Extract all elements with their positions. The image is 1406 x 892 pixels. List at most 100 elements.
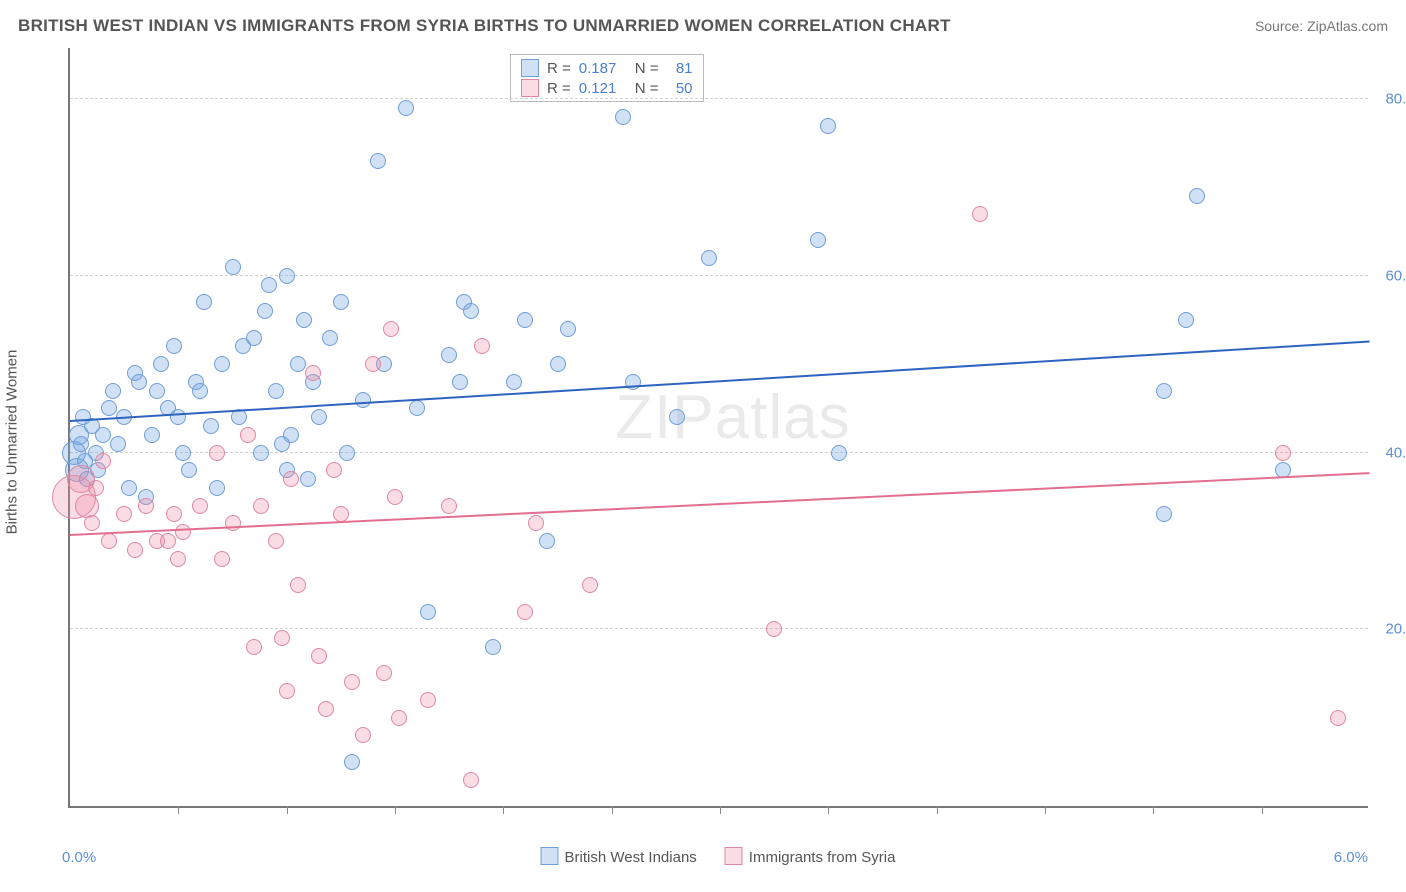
data-point bbox=[214, 356, 230, 372]
legend-swatch bbox=[725, 847, 743, 865]
x-tick bbox=[178, 806, 179, 814]
data-point bbox=[831, 445, 847, 461]
data-point bbox=[257, 303, 273, 319]
data-point bbox=[225, 259, 241, 275]
y-axis-label: Births to Unmarried Women bbox=[4, 350, 21, 535]
data-point bbox=[615, 109, 631, 125]
data-point bbox=[701, 250, 717, 266]
data-point bbox=[192, 383, 208, 399]
x-axis-end-label: 6.0% bbox=[1334, 849, 1368, 866]
data-point bbox=[209, 480, 225, 496]
x-tick bbox=[828, 806, 829, 814]
legend-label: British West Indians bbox=[565, 849, 697, 866]
data-point bbox=[452, 374, 468, 390]
data-point bbox=[1330, 710, 1346, 726]
data-point bbox=[506, 374, 522, 390]
y-tick-label: 60.0% bbox=[1385, 267, 1406, 284]
data-point bbox=[355, 727, 371, 743]
legend-item: British West Indians bbox=[541, 847, 697, 866]
data-point bbox=[121, 480, 137, 496]
x-axis-start-label: 0.0% bbox=[62, 849, 96, 866]
data-point bbox=[391, 710, 407, 726]
watermark: ZIPatlas bbox=[615, 382, 850, 453]
legend-swatch bbox=[521, 79, 539, 97]
data-point bbox=[166, 506, 182, 522]
data-point bbox=[246, 639, 262, 655]
series-legend: British West Indians Immigrants from Syri… bbox=[541, 847, 896, 866]
chart-header: BRITISH WEST INDIAN VS IMMIGRANTS FROM S… bbox=[18, 16, 1388, 36]
data-point bbox=[246, 330, 262, 346]
data-point bbox=[305, 365, 321, 381]
data-point bbox=[279, 683, 295, 699]
data-point bbox=[560, 321, 576, 337]
data-point bbox=[290, 356, 306, 372]
data-point bbox=[253, 498, 269, 514]
data-point bbox=[365, 356, 381, 372]
legend-item: Immigrants from Syria bbox=[725, 847, 896, 866]
data-point bbox=[75, 494, 99, 518]
stats-legend-box: R =0.187N =81R =0.121N =50 bbox=[510, 54, 704, 102]
data-point bbox=[175, 524, 191, 540]
data-point bbox=[1156, 506, 1172, 522]
data-point bbox=[73, 436, 89, 452]
x-tick bbox=[937, 806, 938, 814]
data-point bbox=[261, 277, 277, 293]
data-point bbox=[192, 498, 208, 514]
data-point bbox=[153, 356, 169, 372]
data-point bbox=[669, 409, 685, 425]
legend-label: Immigrants from Syria bbox=[749, 849, 896, 866]
data-point bbox=[240, 427, 256, 443]
data-point bbox=[149, 383, 165, 399]
data-point bbox=[322, 330, 338, 346]
x-tick bbox=[720, 806, 721, 814]
data-point bbox=[810, 232, 826, 248]
x-tick bbox=[1153, 806, 1154, 814]
data-point bbox=[517, 604, 533, 620]
r-value: 0.187 bbox=[579, 60, 627, 77]
data-point bbox=[110, 436, 126, 452]
data-point bbox=[84, 515, 100, 531]
data-point bbox=[972, 206, 988, 222]
data-point bbox=[1275, 445, 1291, 461]
stats-row: R =0.121N =50 bbox=[511, 78, 703, 98]
data-point bbox=[326, 462, 342, 478]
data-point bbox=[420, 604, 436, 620]
data-point bbox=[175, 445, 191, 461]
data-point bbox=[160, 533, 176, 549]
data-point bbox=[1178, 312, 1194, 328]
data-point bbox=[138, 498, 154, 514]
data-point bbox=[420, 692, 436, 708]
data-point bbox=[517, 312, 533, 328]
x-tick bbox=[1262, 806, 1263, 814]
data-point bbox=[196, 294, 212, 310]
data-point bbox=[355, 392, 371, 408]
data-point bbox=[474, 338, 490, 354]
data-point bbox=[398, 100, 414, 116]
data-point bbox=[383, 321, 399, 337]
n-label: N = bbox=[635, 60, 659, 77]
data-point bbox=[209, 445, 225, 461]
data-point bbox=[170, 551, 186, 567]
data-point bbox=[268, 533, 284, 549]
data-point bbox=[528, 515, 544, 531]
data-point bbox=[253, 445, 269, 461]
data-point bbox=[318, 701, 334, 717]
data-point bbox=[225, 515, 241, 531]
r-value: 0.121 bbox=[579, 80, 627, 97]
data-point bbox=[101, 533, 117, 549]
plot-region: ZIPatlas R =0.187N =81R =0.121N =50 20.0… bbox=[68, 48, 1368, 808]
data-point bbox=[95, 453, 111, 469]
data-point bbox=[105, 383, 121, 399]
source-label: Source: ZipAtlas.com bbox=[1255, 18, 1388, 34]
data-point bbox=[170, 409, 186, 425]
data-point bbox=[274, 630, 290, 646]
data-point bbox=[166, 338, 182, 354]
data-point bbox=[441, 498, 457, 514]
data-point bbox=[1189, 188, 1205, 204]
legend-swatch bbox=[521, 59, 539, 77]
data-point bbox=[116, 506, 132, 522]
data-point bbox=[300, 471, 316, 487]
stats-row: R =0.187N =81 bbox=[511, 58, 703, 78]
n-value: 81 bbox=[667, 60, 693, 77]
data-point bbox=[311, 409, 327, 425]
